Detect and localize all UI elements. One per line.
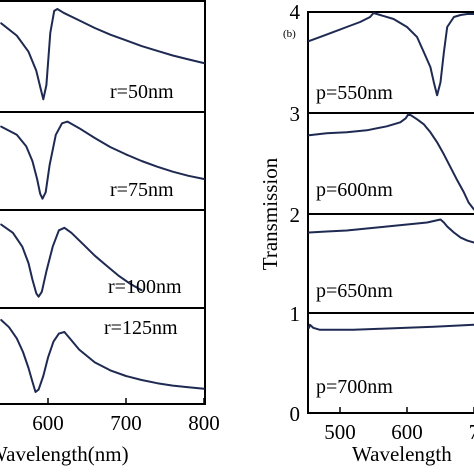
panel-b-y-axis-title: Transmission	[258, 157, 282, 270]
panel-b-x-axis-title: Wavelength	[352, 442, 452, 466]
panel-b-subplot-4-frame	[307, 312, 474, 414]
panel-b-series-p550-line	[308, 12, 474, 97]
panel-b-y-tick-label-2: 2	[290, 203, 301, 227]
panel-a-subplot-2-frame	[0, 111, 206, 211]
panel-b-series-label-p550: p=550nm	[316, 82, 393, 104]
panel-a-series-label-r75: r=75nm	[110, 179, 174, 201]
panel-b-y-tick-label-4: 4	[290, 0, 301, 24]
panel-b-panel-label: (b)	[283, 28, 296, 40]
panel-b-series-label-p600: p=600nm	[316, 179, 393, 201]
panel-b: (b) p=550nm p=600nm p=650nm p=700nm 4 3 …	[258, 0, 474, 466]
panel-a-series-r75-line	[0, 120, 205, 200]
panel-a-x-tick-label-600: 600	[32, 411, 64, 435]
panel-b-y-tick-label-0: 0	[290, 402, 301, 426]
panel-b-series-label-p700: p=700nm	[316, 376, 393, 398]
panel-b-series-label-p650: p=650nm	[316, 280, 393, 302]
panel-a-series-r100-line	[0, 223, 143, 298]
panel-b-y-tick-label-1: 1	[290, 302, 301, 326]
panel-b-x-tick-label-600: 600	[391, 420, 423, 444]
panel-a-subplot-4-frame	[0, 307, 206, 405]
panel-b-series-p650-line	[308, 218, 474, 244]
panel-b-x-tick-label-500: 500	[324, 420, 356, 444]
panel-a-x-tick-label-700: 700	[110, 411, 142, 435]
panel-a: r=50nm r=75nm r=100nm r=125nm 600 700 80…	[0, 0, 220, 466]
panel-a-series-label-r125: r=125nm	[104, 317, 178, 339]
panel-a-x-axis-title: Wavelength(nm)	[0, 442, 129, 466]
panel-b-series-p600-line	[308, 113, 474, 211]
panel-a-series-r125-line	[0, 319, 205, 393]
panel-a-series-r50-line	[0, 8, 205, 101]
panel-a-x-tick-label-800: 800	[188, 411, 220, 435]
panel-b-series-p700-line	[308, 323, 474, 331]
panel-a-series-label-r100: r=100nm	[108, 276, 182, 298]
panel-b-x-tick-label-700: 7	[469, 420, 474, 444]
panel-b-y-tick-label-3: 3	[290, 102, 301, 126]
panel-a-series-label-r50: r=50nm	[110, 81, 174, 103]
